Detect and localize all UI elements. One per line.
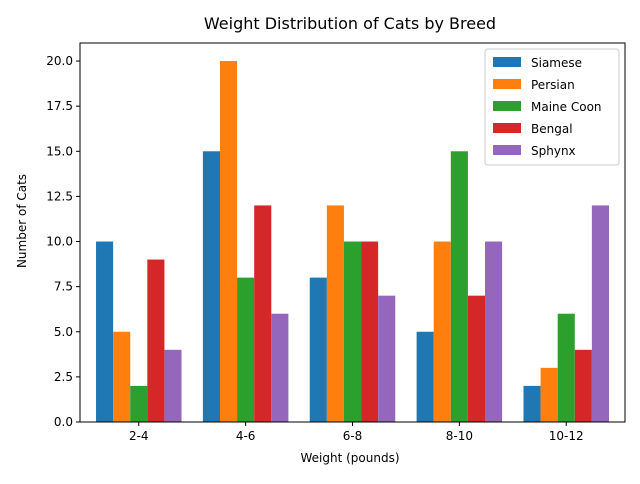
bar-persian-10-12 (540, 367, 558, 422)
legend-label-sphynx: Sphynx (531, 144, 576, 158)
x-tick-label: 2-4 (129, 429, 149, 443)
bar-maine-coon-8-10 (450, 151, 468, 423)
bar-bengal-4-6 (254, 205, 272, 422)
x-axis-label: Weight (pounds) (300, 451, 399, 465)
bar-siamese-10-12 (523, 385, 541, 422)
bar-maine-coon-6-8 (343, 241, 362, 422)
bar-sphynx-4-6 (271, 313, 289, 422)
legend-swatch-siamese (493, 57, 521, 67)
legend-swatch-persian (493, 79, 521, 89)
bar-bengal-8-10 (467, 295, 486, 422)
bar-bengal-6-8 (361, 241, 379, 422)
legend-swatch-bengal (493, 123, 521, 133)
bar-sphynx-8-10 (485, 241, 503, 422)
bar-persian-4-6 (219, 61, 238, 423)
legend-swatch-maine-coon (493, 101, 521, 111)
legend-label-bengal: Bengal (531, 122, 573, 136)
chart-title: Weight Distribution of Cats by Breed (204, 14, 496, 33)
y-tick-label: 12.5 (46, 189, 73, 203)
bar-persian-6-8 (326, 205, 344, 422)
bar-sphynx-6-8 (378, 295, 396, 422)
x-tick-label: 8-10 (446, 429, 473, 443)
y-tick-label: 7.5 (54, 280, 73, 294)
bar-siamese-6-8 (309, 277, 327, 422)
bar-siamese-8-10 (416, 331, 434, 422)
bar-siamese-2-4 (96, 241, 114, 422)
x-tick-label: 4-6 (236, 429, 256, 443)
bar-siamese-4-6 (202, 151, 220, 423)
legend-label-maine-coon: Maine Coon (531, 100, 602, 114)
legend-box (484, 48, 620, 166)
bar-persian-2-4 (113, 331, 131, 422)
bar-persian-8-10 (433, 241, 451, 422)
y-tick-label: 20.0 (46, 54, 73, 68)
legend-label-siamese: Siamese (531, 56, 582, 70)
legend-label-persian: Persian (531, 78, 575, 92)
bar-bengal-10-12 (574, 349, 592, 422)
y-tick-label: 10.0 (46, 235, 73, 249)
y-tick-label: 5.0 (54, 325, 73, 339)
y-axis-label: Number of Cats (15, 174, 29, 268)
y-tick-label: 0.0 (54, 415, 73, 429)
legend: Siamese Persian Maine Coon Bengal Sphynx (484, 48, 620, 166)
bar-bengal-2-4 (147, 259, 165, 422)
y-tick-label: 17.5 (46, 99, 73, 113)
bar-maine-coon-2-4 (130, 385, 148, 422)
x-tick-label: 10-12 (549, 429, 584, 443)
legend-swatch-sphynx (493, 145, 521, 155)
bar-sphynx-10-12 (591, 205, 609, 422)
bar-maine-coon-4-6 (237, 277, 255, 422)
y-tick-label: 15.0 (46, 144, 73, 158)
y-tick-label: 2.5 (54, 370, 73, 384)
bar-sphynx-2-4 (164, 349, 182, 422)
bars-layer (96, 61, 609, 423)
x-tick-label: 6-8 (343, 429, 363, 443)
bar-maine-coon-10-12 (557, 313, 575, 422)
axes-layer: 0.0 2.5 5.0 7.5 10.0 12.5 15.0 17.5 20.0 2-4 4-6 6-… (46, 42, 626, 443)
